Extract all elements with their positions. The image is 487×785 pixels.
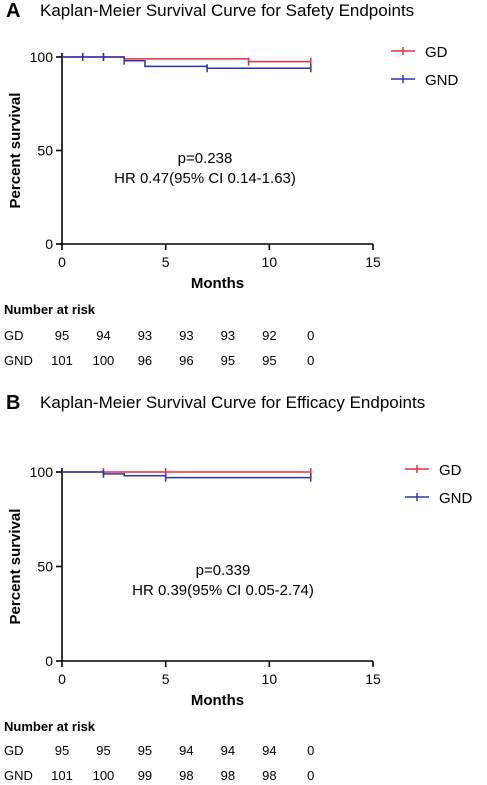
y-tick-label: 0: [45, 653, 53, 669]
risk-value: 95: [262, 353, 277, 368]
x-axis-label: Months: [191, 275, 244, 292]
y-tick-label: 100: [30, 49, 54, 65]
risk-value: 0: [307, 768, 315, 783]
y-tick-label: 50: [37, 559, 53, 575]
risk-value: 98: [220, 768, 236, 783]
risk-value: 98: [262, 768, 277, 783]
risk-table-heading: Number at risk: [4, 302, 96, 317]
risk-value: 100: [92, 768, 115, 783]
risk-row-label: GND: [4, 768, 33, 783]
x-tick-label: 10: [262, 671, 278, 687]
risk-value: 95: [54, 743, 70, 758]
x-tick-label: 0: [58, 671, 66, 687]
risk-value: 94: [179, 743, 194, 758]
survival-chart: 0 50 100 0 5 10 15 Months Percent survival GD GND p…: [7, 44, 459, 292]
risk-row-label: GD: [4, 743, 24, 758]
risk-table-heading: Number at risk: [4, 719, 96, 734]
y-tick-label: 50: [37, 143, 53, 159]
x-tick-label: 5: [162, 254, 170, 270]
x-axis-label: Months: [191, 692, 244, 709]
y-tick-label: 100: [30, 464, 54, 480]
survival-chart: 0 50 100 0 5 10 15 Months Percent survival GD GND p…: [7, 462, 473, 709]
risk-value: 95: [137, 743, 153, 758]
risk-value: 0: [307, 328, 315, 343]
risk-row-label: GND: [4, 353, 33, 368]
risk-value: 0: [307, 353, 315, 368]
legend-label: GD: [439, 462, 462, 479]
risk-value: 94: [96, 328, 111, 343]
risk-value: 100: [92, 353, 115, 368]
risk-value: 95: [220, 353, 236, 368]
risk-value: 93: [220, 328, 236, 343]
risk-value: 95: [96, 743, 111, 758]
risk-value: 96: [137, 353, 153, 368]
series-line-gnd: [62, 471, 311, 479]
risk-row-label: GD: [4, 328, 24, 343]
risk-value: 92: [262, 328, 277, 343]
stat-annotation: p=0.238: [178, 150, 233, 167]
legend-label: GD: [425, 44, 448, 61]
stat-annotation: HR 0.39(95% CI 0.05-2.74): [132, 582, 314, 599]
x-tick-label: 15: [365, 671, 381, 687]
risk-value: 101: [51, 768, 73, 783]
legend-label: GND: [439, 490, 473, 507]
risk-value: 93: [179, 328, 194, 343]
risk-value: 96: [179, 353, 194, 368]
panel-label: B: [6, 392, 21, 414]
x-tick-label: 5: [162, 671, 170, 687]
risk-value: 94: [262, 743, 277, 758]
chart-title: Kaplan-Meier Survival Curve for Efficacy…: [40, 393, 426, 412]
risk-value: 0: [307, 743, 315, 758]
risk-value: 99: [137, 768, 153, 783]
x-tick-label: 10: [262, 254, 278, 270]
risk-value: 94: [220, 743, 236, 758]
legend-label: GND: [425, 72, 459, 89]
panel-label: A: [6, 0, 21, 22]
risk-value: 98: [179, 768, 194, 783]
stat-annotation: HR 0.47(95% CI 0.14-1.63): [114, 170, 296, 187]
risk-value: 93: [137, 328, 153, 343]
y-axis-label: Percent survival: [7, 509, 24, 625]
y-tick-label: 0: [45, 236, 53, 252]
panel-b: B Kaplan-Meier Survival Curve for Effica…: [0, 392, 487, 785]
y-axis-label: Percent survival: [7, 93, 24, 209]
risk-value: 95: [54, 328, 70, 343]
risk-value: 101: [51, 353, 73, 368]
x-tick-label: 15: [365, 254, 381, 270]
x-tick-label: 0: [58, 254, 66, 270]
panel-a: A Kaplan-Meier Survival Curve for Safety…: [0, 0, 487, 392]
stat-annotation: p=0.339: [196, 562, 251, 579]
chart-title: Kaplan-Meier Survival Curve for Safety E…: [40, 1, 415, 20]
